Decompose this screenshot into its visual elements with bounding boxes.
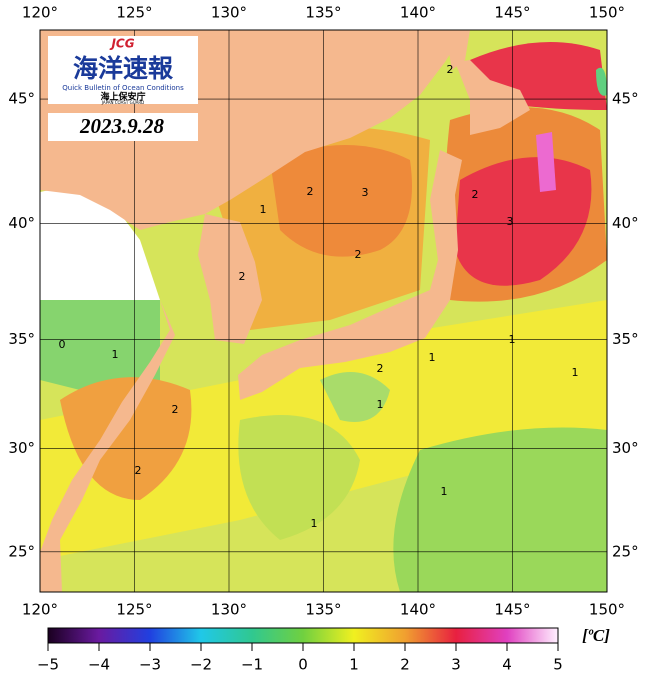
lat-label-left: 40° (8, 214, 35, 232)
lat-label-right: 35° (612, 330, 639, 348)
lat-label-left: 35° (8, 330, 35, 348)
contour-label: 2 (135, 464, 142, 477)
colorbar-tick-label: 5 (553, 656, 563, 674)
lon-label-top: 140° (400, 4, 436, 22)
contour-label: 2 (447, 63, 454, 76)
logo-abbr: JCG (109, 37, 134, 51)
logo-subtitle: Quick Bulletin of Ocean Conditions (62, 84, 184, 92)
logo-agency: 海上保安庁 (100, 91, 145, 103)
contour-label: 2 (307, 185, 314, 198)
lat-label-left: 25° (8, 542, 35, 560)
colorbar-tick-label: −4 (88, 656, 110, 674)
contour-label: 1 (509, 333, 516, 346)
lon-label-top: 150° (589, 4, 625, 22)
lat-label-right: 30° (612, 439, 639, 457)
lon-label-top: 130° (211, 4, 247, 22)
colorbar-unit: [ºC] (582, 626, 610, 645)
contour-label: 2 (355, 248, 362, 261)
contour-label: 1 (429, 351, 436, 364)
logo-agency-en: JAPAN COAST GUARD (101, 100, 145, 105)
contour-label: 1 (112, 348, 119, 361)
contour-label: 2 (377, 362, 384, 375)
lat-label-right: 45° (612, 90, 639, 108)
colorbar-tick-label: −1 (241, 656, 263, 674)
lat-label-right: 40° (612, 214, 639, 232)
contour-label: 1 (377, 398, 384, 411)
colorbar-tick-label: 4 (502, 656, 512, 674)
colorbar (47, 627, 559, 644)
contour-label: 0 (59, 338, 66, 351)
lon-label-top: 125° (116, 4, 152, 22)
contour-label: 1 (572, 366, 579, 379)
date: 2023.9.28 (79, 114, 165, 138)
contour-label: 1 (441, 485, 448, 498)
lon-label-bottom: 135° (305, 601, 341, 619)
lat-label-right: 25° (612, 542, 639, 560)
contour-label: 1 (311, 517, 318, 530)
lon-label-top: 145° (494, 4, 530, 22)
lat-label-left: 30° (8, 439, 35, 457)
colorbar-tick-label: −3 (139, 656, 161, 674)
date-box (48, 113, 198, 141)
contour-label: 2 (472, 188, 479, 201)
lon-label-bottom: 145° (494, 601, 530, 619)
colorbar-tick-label: 2 (400, 656, 410, 674)
lon-label-bottom: 125° (116, 601, 152, 619)
contour-label: 3 (362, 186, 369, 199)
contour-labels: 2 3 2 1 2 2 2 3 0 1 2 2 1 2 1 1 1 1 1 (59, 63, 579, 530)
colorbar-tick-label: 3 (451, 656, 461, 674)
lon-label-bottom: 130° (211, 601, 247, 619)
colorbar-tick-label: −2 (190, 656, 212, 674)
colorbar-tick-label: 1 (349, 656, 359, 674)
contour-label: 3 (507, 215, 514, 228)
contour-label: 2 (172, 403, 179, 416)
colorbar-tick-label: 0 (298, 656, 308, 674)
lon-label-bottom: 140° (400, 601, 436, 619)
logo-box (48, 36, 198, 104)
lon-label-bottom: 150° (589, 601, 625, 619)
lon-label-bottom: 120° (22, 601, 58, 619)
lat-label-left: 45° (8, 90, 35, 108)
contour-label: 2 (239, 270, 246, 283)
lon-label-top: 120° (22, 4, 58, 22)
colorbar-tick-label: −5 (37, 656, 59, 674)
logo-title: 海洋速報 (73, 54, 174, 83)
lon-label-top: 135° (305, 4, 341, 22)
contour-label: 1 (260, 203, 267, 216)
